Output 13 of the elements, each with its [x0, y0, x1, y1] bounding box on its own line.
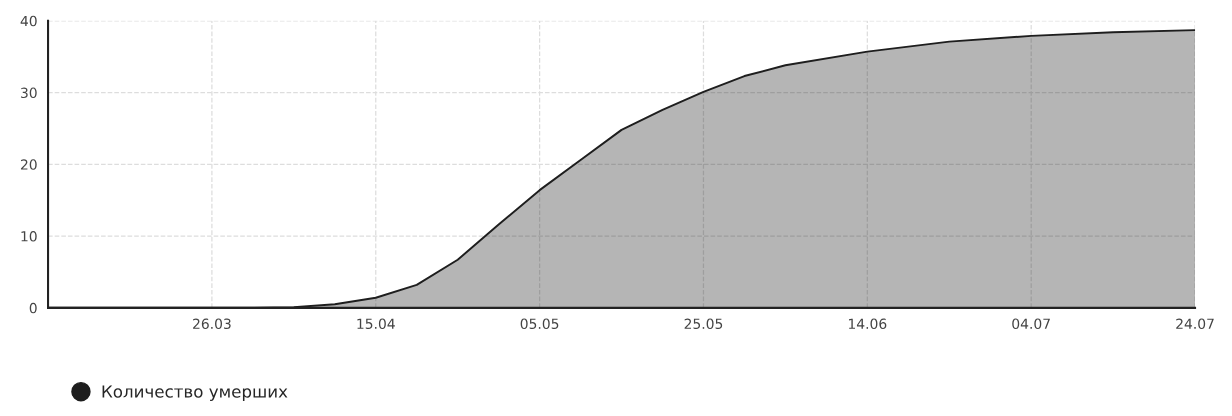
y-tick-label: 0 [29, 302, 37, 314]
x-tick-label: 14.06 [848, 318, 887, 330]
y-tick-label: 10 [21, 231, 37, 242]
x-tick-label: 05.05 [520, 318, 559, 330]
y-tick-label: 20 [20, 159, 37, 170]
x-tick-label: 04.07 [1012, 318, 1050, 330]
legend-label: Количество умерших [102, 385, 288, 401]
x-tick-label: 25.05 [684, 318, 723, 330]
y-tick-label: 40 [20, 15, 37, 27]
x-tick-label: 24.07 [1176, 318, 1214, 330]
y-tick-label: 30 [21, 87, 37, 99]
x-tick-label: 26.03 [193, 318, 231, 330]
x-tick-label: 15.04 [357, 318, 395, 330]
